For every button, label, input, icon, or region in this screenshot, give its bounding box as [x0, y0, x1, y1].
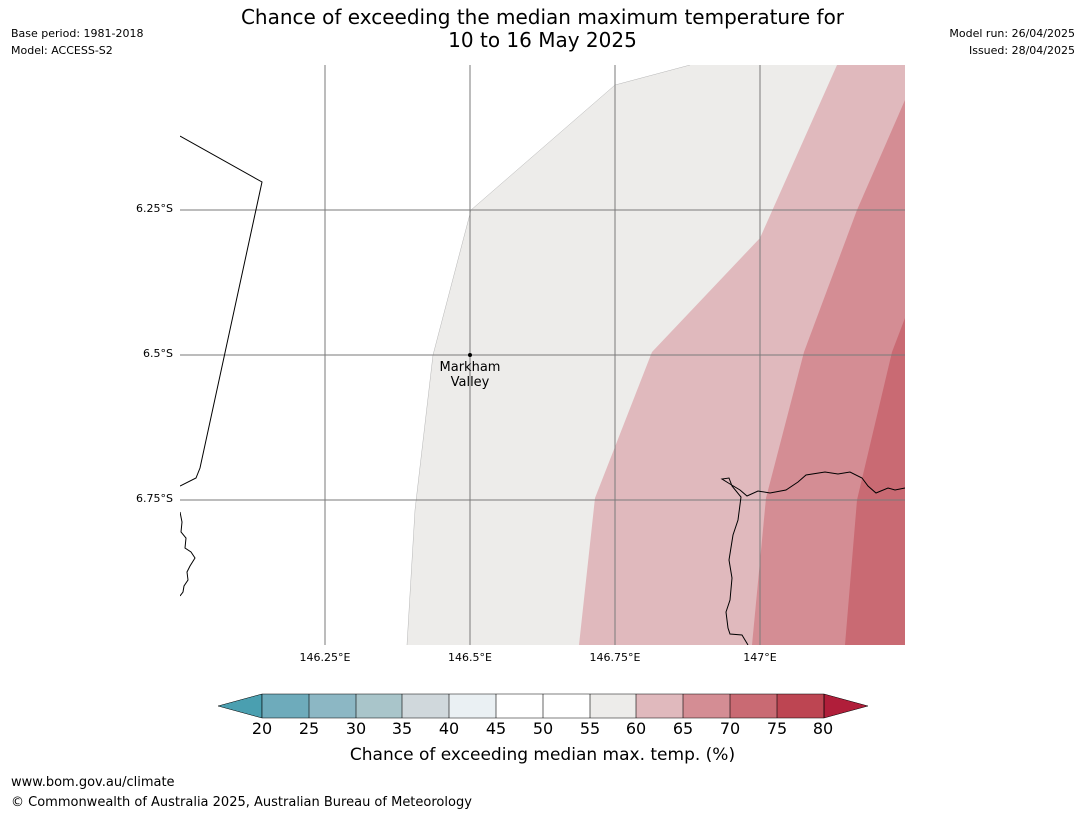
band-70-75	[845, 318, 905, 645]
colorbar-swatch-25-30	[309, 694, 356, 718]
title-line-2: 10 to 16 May 2025	[448, 28, 637, 52]
colorbar-label: Chance of exceeding median max. temp. (%…	[349, 745, 736, 765]
colorbar-tick: 55	[579, 719, 601, 738]
colorbar-swatch-20-25	[262, 694, 309, 718]
colorbar-swatch-35-40	[402, 694, 449, 718]
contour-55	[406, 65, 691, 645]
coastline-west	[180, 511, 196, 597]
base-period-text: Base period: 1981-2018	[11, 27, 144, 40]
lat-label-6-75: 6.75°S	[136, 492, 173, 505]
colorbar-tick: 75	[766, 719, 788, 738]
lat-label-6-25: 6.25°S	[136, 202, 173, 215]
graticule	[180, 65, 905, 645]
colorbar-tick: 80	[812, 719, 834, 738]
colorbar-swatch-60-65	[636, 694, 683, 718]
lon-label-146-5: 146.5°E	[448, 651, 492, 664]
title-line-1: Chance of exceeding the median maximum t…	[240, 5, 845, 29]
place-label-line-2: Valley	[450, 375, 490, 390]
colorbar-tick: 45	[485, 719, 507, 738]
colorbar-swatch-70-75	[730, 694, 777, 718]
map-title: Chance of exceeding the median maximum t…	[0, 6, 1085, 52]
colorbar-swatch-55-60	[590, 694, 636, 718]
colorbar-tick: 65	[672, 719, 694, 738]
lat-label-6-5: 6.5°S	[143, 347, 173, 360]
colorbar-high-extension	[823, 693, 869, 719]
colorbar-swatch-65-70	[683, 694, 730, 718]
colorbar-swatch-75-80	[777, 694, 824, 718]
colorbar-tick: 25	[298, 719, 320, 738]
footer-url: www.bom.gov.au/climate	[11, 775, 175, 790]
model-run-text: Model run: 26/04/2025	[949, 27, 1075, 40]
place-label-line-1: Markham	[439, 360, 501, 375]
colorbar-tick: 70	[719, 719, 741, 738]
colorbar-tick: 50	[532, 719, 554, 738]
colorbar-low-extension	[217, 693, 263, 719]
district-boundary	[180, 135, 263, 487]
issued-text: Issued: 28/04/2025	[968, 44, 1075, 57]
colorbar-swatch-40-45	[449, 694, 496, 718]
place-label-markham-valley: Markham Valley	[420, 360, 520, 390]
markham-valley-marker	[468, 353, 472, 357]
colorbar-tick: 60	[625, 719, 647, 738]
lon-label-147: 147°E	[743, 651, 777, 664]
colorbar	[217, 693, 869, 719]
colorbar-swatch-30-35	[356, 694, 402, 718]
colorbar-tick: 20	[251, 719, 273, 738]
lon-label-146-75: 146.75°E	[589, 651, 641, 664]
colorbar-tick: 35	[391, 719, 413, 738]
model-text: Model: ACCESS-S2	[11, 44, 113, 57]
colorbar-tick: 30	[345, 719, 367, 738]
colorbar-tick: 40	[438, 719, 460, 738]
coastline-east	[720, 471, 905, 645]
lon-label-146-25: 146.25°E	[299, 651, 351, 664]
footer-copyright: © Commonwealth of Australia 2025, Austra…	[11, 795, 472, 810]
colorbar-swatch-50-55	[543, 694, 590, 718]
colorbar-swatch-45-50	[496, 694, 543, 718]
